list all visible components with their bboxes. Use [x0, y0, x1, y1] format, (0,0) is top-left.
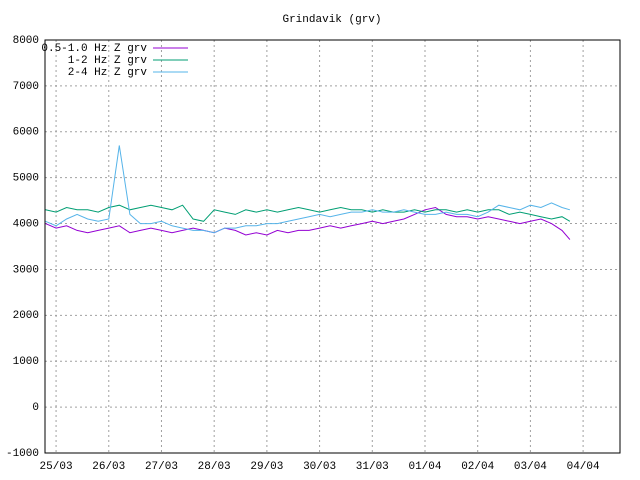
y-tick-label: -1000 [6, 448, 39, 460]
y-tick-label: 6000 [13, 127, 39, 139]
x-tick-label: 28/03 [198, 461, 231, 473]
plot-border [44, 39, 621, 454]
y-tick-label: 5000 [13, 173, 39, 185]
x-tick-label: 30/03 [303, 461, 336, 473]
legend-label: 2-4 Hz Z grv [68, 67, 148, 79]
y-tick-label: 1000 [13, 356, 39, 368]
legend-label: 1-2 Hz Z grv [68, 55, 148, 67]
x-tick-label: 02/04 [461, 461, 494, 473]
x-tick-label: 27/03 [145, 461, 178, 473]
x-tick-label: 04/04 [567, 461, 600, 473]
x-tick-label: 01/04 [408, 461, 441, 473]
y-tick-label: 0 [32, 402, 39, 414]
legend-label: 0.5-1.0 Hz Z grv [41, 43, 147, 55]
series-line [45, 206, 571, 240]
y-tick-label: 8000 [13, 35, 39, 47]
x-tick-label: 31/03 [356, 461, 389, 473]
series-line [45, 145, 571, 234]
x-tick-label: 26/03 [92, 461, 125, 473]
x-tick-label: 29/03 [250, 461, 283, 473]
series-line [45, 204, 571, 222]
chart-title: Grindavik (grv) [282, 14, 381, 26]
y-tick-label: 7000 [13, 81, 39, 93]
y-tick-label: 2000 [13, 310, 39, 322]
x-tick-label: 03/04 [514, 461, 547, 473]
y-tick-label: 4000 [13, 218, 39, 230]
x-tick-label: 25/03 [40, 461, 73, 473]
y-tick-label: 3000 [13, 264, 39, 276]
